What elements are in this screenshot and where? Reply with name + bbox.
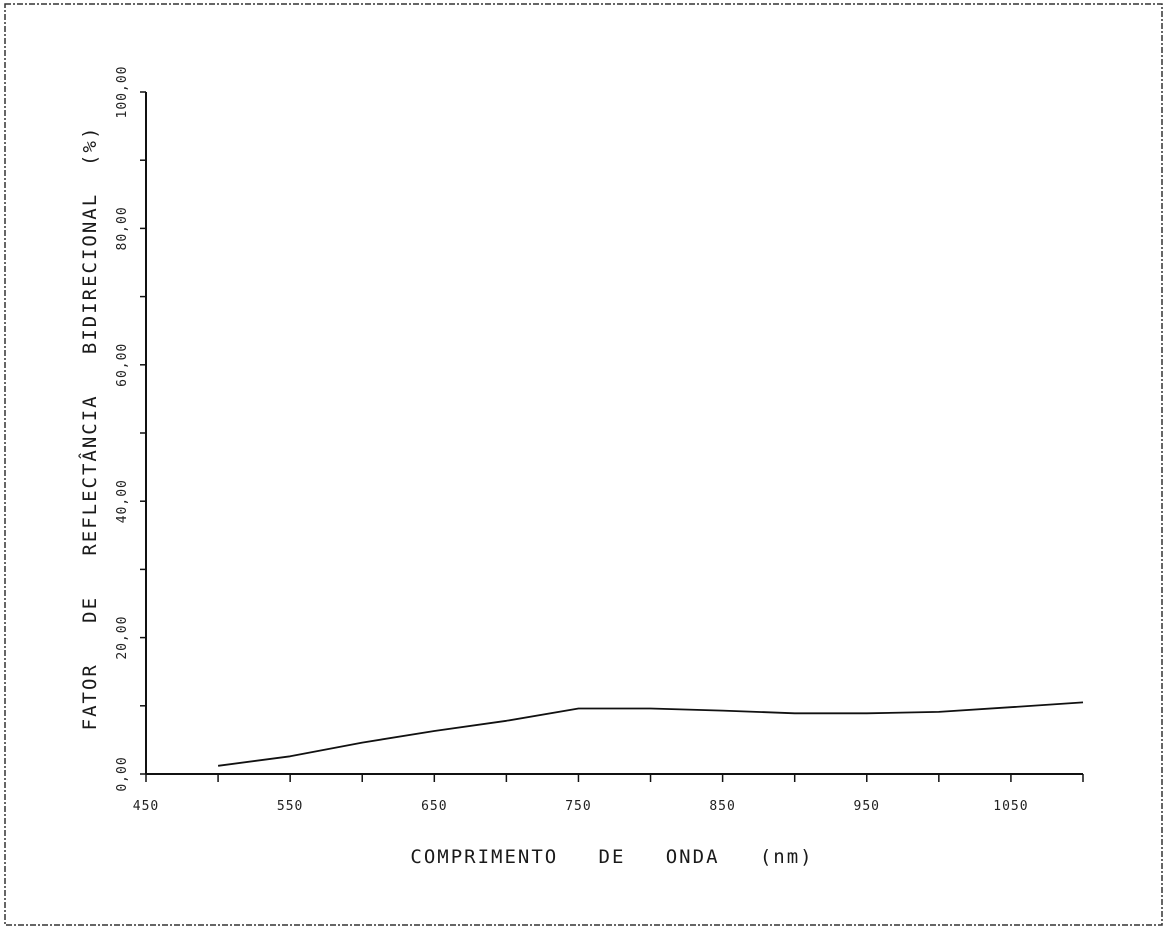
ticks-group: 450 550 650 750 850 950 1050 0,00 20,00 40,00 60,0… <box>115 66 1084 814</box>
y-tick-label: 20,00 <box>115 616 130 660</box>
y-tick-label: 80,00 <box>115 206 130 250</box>
y-tick-label: 40,00 <box>115 479 130 523</box>
x-tick-label: 950 <box>854 799 880 814</box>
chart-frame <box>4 3 1163 926</box>
x-tick-label: 850 <box>709 799 735 814</box>
x-tick-label: 450 <box>133 799 159 814</box>
axes-group <box>145 92 1083 775</box>
y-tick-label: 0,00 <box>115 756 130 791</box>
x-tick-label: 1050 <box>993 799 1028 814</box>
x-tick-label: 750 <box>565 799 591 814</box>
series-group <box>217 701 1084 767</box>
y-tick-label: 100,00 <box>115 66 130 119</box>
x-tick-label: 550 <box>277 799 303 814</box>
y-tick-label: 60,00 <box>115 343 130 387</box>
reflectance-series-line <box>217 701 1084 767</box>
x-axis-title: COMPRIMENTO DE ONDA (nm) <box>410 846 813 868</box>
y-axis-title: FATOR DE REFLECTÂNCIA BIDIRECIONAL (%) <box>78 126 101 731</box>
x-tick-label: 650 <box>421 799 447 814</box>
